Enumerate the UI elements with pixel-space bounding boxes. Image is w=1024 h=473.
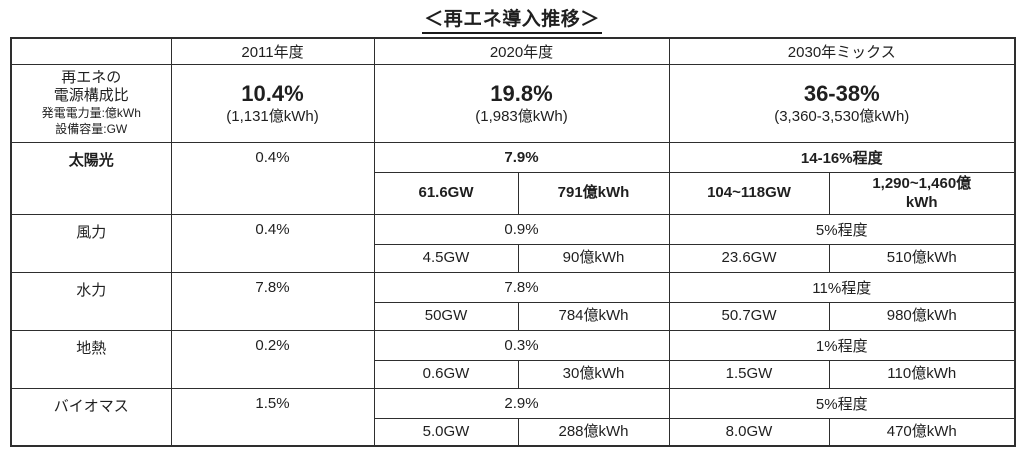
hydro-2030-gw: 50.7GW [668,301,830,331]
solar-2030-pct: 14-16%程度 [668,141,1016,173]
summary-row: 再エネの 電源構成比 発電電力量:億kWh 設備容量:GW 10.4% (1,1… [10,63,1016,143]
biomass-2020-gw: 5.0GW [373,417,519,447]
summary-note-line1: 発電電力量:億kWh [41,106,141,121]
renewables-table: 2011年度 2020年度 2030年ミックス 再エネの 電源構成比 発電電力量… [10,37,1017,447]
energy-row-geothermal: 地熱 0.2% 0.3% 1%程度 [10,329,1016,389]
geothermal-2011-pct: 0.2% [170,329,375,389]
wind-2020-gw: 4.5GW [373,243,519,273]
wind-2030-kwh: 510億kWh [828,243,1016,273]
solar-2020-gw: 61.6GW [373,171,519,215]
energy-row-wind: 風力 0.4% 0.9% 5%程度 [10,213,1016,273]
hydro-2030-pct: 11%程度 [668,271,1016,303]
biomass-2030-kwh: 470億kWh [828,417,1016,447]
energy-row-wind-values: 4.5GW 90億kWh 23.6GW 510億kWh [11,243,1016,273]
biomass-2030-pct: 5%程度 [668,387,1016,419]
solar-2020-pct: 7.9% [373,141,670,173]
geothermal-2020-pct: 0.3% [373,329,670,361]
solar-2020-kwh: 791億kWh [517,171,670,215]
geothermal-2020-kwh: 30億kWh [517,359,670,389]
table-header-row: 2011年度 2020年度 2030年ミックス [10,37,1016,65]
summary-2030-amount: (3,360-3,530億kWh) [774,108,910,125]
biomass-2020-kwh: 288億kWh [517,417,670,447]
row-label-biomass: バイオマス [10,387,172,447]
wind-2030-gw: 23.6GW [668,243,830,273]
biomass-2020-pct: 2.9% [373,387,670,419]
hydro-2020-gw: 50GW [373,301,519,331]
summary-2011-amount: (1,131億kWh) [226,108,319,125]
summary-2011-pct: 10.4% [241,80,304,106]
geothermal-2030-pct: 1%程度 [668,329,1016,361]
header-blank-cell [10,37,172,65]
row-label-geothermal: 地熱 [10,329,172,389]
wind-2020-pct: 0.9% [373,213,670,245]
wind-2020-kwh: 90億kWh [517,243,670,273]
summary-2020-amount: (1,983億kWh) [475,108,568,125]
title-wrap: ＜再エネ導入推移＞ [0,0,1024,34]
energy-row-solar-values: 61.6GW 791億kWh 104~118GW 1,290~1,460億 kW… [11,171,1016,215]
energy-row-biomass: バイオマス 1.5% 2.9% 5%程度 [10,387,1016,447]
header-2020: 2020年度 [373,37,670,65]
biomass-2030-gw: 8.0GW [668,417,830,447]
energy-row-solar: 太陽光 0.4% 7.9% 14-16%程度 [10,141,1016,215]
solar-2011-pct: 0.4% [170,141,375,215]
wind-2011-pct: 0.4% [170,213,375,273]
header-2030: 2030年ミックス [668,37,1016,65]
energy-row-hydro: 水力 7.8% 7.8% 11%程度 [10,271,1016,331]
geothermal-2030-kwh: 110億kWh [828,359,1016,389]
hydro-2011-pct: 7.8% [170,271,375,331]
energy-row-biomass-values: 5.0GW 288億kWh 8.0GW 470億kWh [11,417,1016,447]
summary-label-line2: 電源構成比 [53,87,129,105]
summary-label-cell: 再エネの 電源構成比 発電電力量:億kWh 設備容量:GW [10,63,172,143]
wind-2030-pct: 5%程度 [668,213,1016,245]
summary-2011-cell: 10.4% (1,131億kWh) [170,63,375,143]
hydro-2020-pct: 7.8% [373,271,670,303]
row-label-wind: 風力 [10,213,172,273]
hydro-2030-kwh: 980億kWh [828,301,1016,331]
solar-2030-kwh: 1,290~1,460億 kWh [828,171,1016,215]
row-label-solar: 太陽光 [10,141,172,215]
geothermal-2030-gw: 1.5GW [668,359,830,389]
summary-note-line2: 設備容量:GW [55,121,128,136]
summary-2020-pct: 19.8% [490,80,553,106]
header-2011: 2011年度 [170,37,375,65]
geothermal-2020-gw: 0.6GW [373,359,519,389]
summary-2030-cell: 36-38% (3,360-3,530億kWh) [668,63,1016,143]
summary-label-line1: 再エネの [61,68,122,86]
page-title: ＜再エネ導入推移＞ [422,4,602,34]
row-label-hydro: 水力 [10,271,172,331]
biomass-2011-pct: 1.5% [170,387,375,447]
summary-2030-pct: 36-38% [803,80,880,106]
summary-2020-cell: 19.8% (1,983億kWh) [373,63,670,143]
solar-2030-gw: 104~118GW [668,171,830,215]
hydro-2020-kwh: 784億kWh [517,301,670,331]
